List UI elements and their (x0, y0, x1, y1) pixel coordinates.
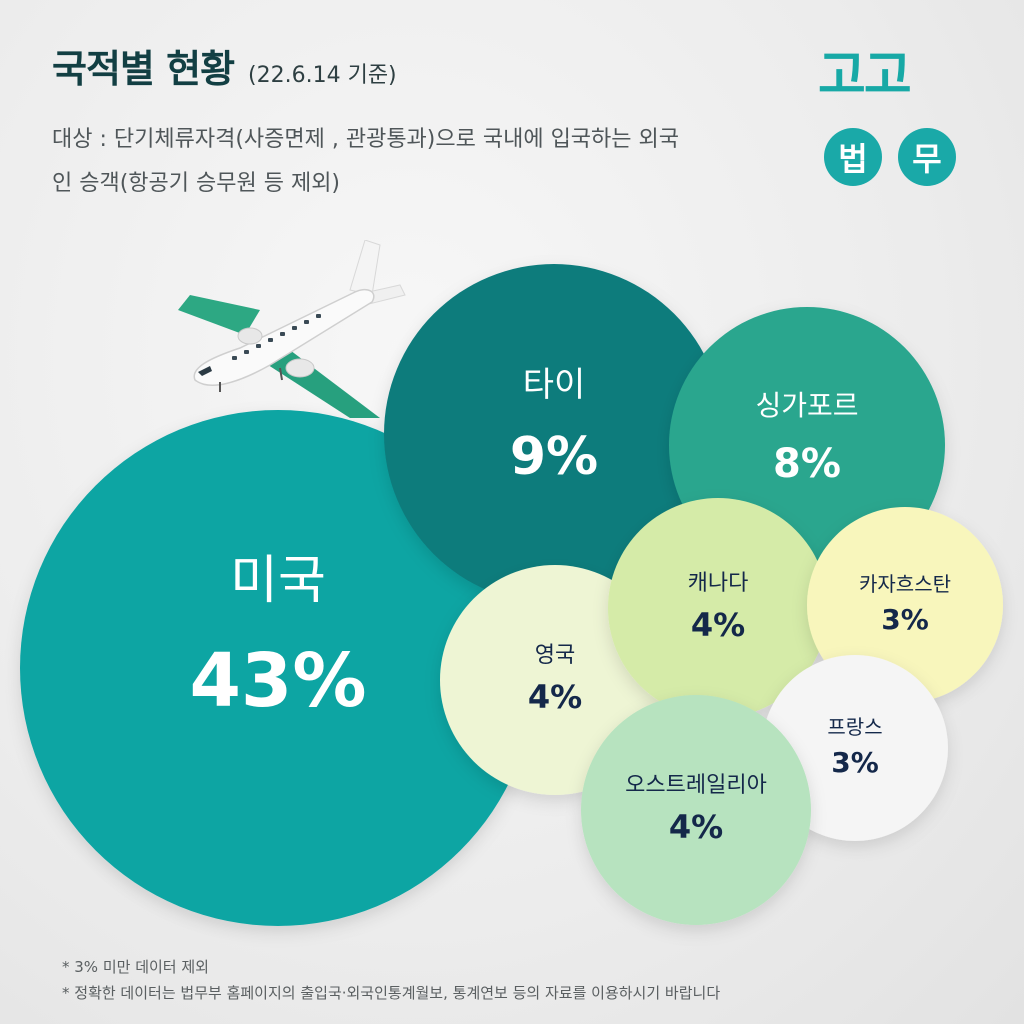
bubble-label-7: 카자흐스탄 (859, 572, 951, 596)
bubble-label-8: 프랑스 (827, 715, 882, 739)
bubble-label-6: 오스트레일리아 (625, 773, 767, 798)
bubble-value-3: 8% (773, 441, 841, 487)
page-subtitle: 대상 : 단기체류자격(사증면제 , 관광통과)으로 국내에 입국하는 외국인 … (52, 127, 680, 196)
logo-circle-right: 무 (898, 128, 956, 186)
bubble-label-1: 미국 (230, 551, 326, 611)
bubble-value-1: 43% (189, 638, 366, 724)
title-row: 국적별 현황 (22.6.14 기준) (52, 38, 397, 93)
bubble-label-2: 타이 (523, 365, 586, 405)
bubble-label-3: 싱가포르 (755, 389, 858, 422)
logo-circle-left: 법 (824, 128, 882, 186)
bubble-value-7: 3% (881, 603, 929, 636)
page-title: 국적별 현황 (52, 47, 235, 91)
bubble-1 (20, 410, 536, 926)
bubble-value-4: 4% (691, 606, 745, 644)
bubble-2 (384, 264, 724, 604)
bubble-label-4: 캐나다 (688, 571, 749, 596)
footnote-2: * 정확한 데이터는 법무부 홈페이지의 출입국·외국인통계월보, 통계연보 등… (62, 984, 721, 1002)
bubble-value-6: 4% (669, 808, 723, 846)
airplane-icon (178, 240, 406, 418)
header: 국적별 현황 (22.6.14 기준) (52, 38, 397, 93)
logo: 고고 법 무 (818, 46, 968, 194)
bubble-7 (807, 507, 1003, 703)
reference-date: (22.6.14 기준) (248, 63, 397, 88)
bubble-4 (608, 498, 828, 718)
bubble-value-8: 3% (831, 746, 879, 779)
logo-text-top: 고고 (818, 46, 912, 106)
bubble-value-5: 4% (528, 678, 582, 716)
bubble-value-2: 9% (510, 427, 598, 487)
bubble-6 (581, 695, 811, 925)
footnotes: * 3% 미만 데이터 제외 * 정확한 데이터는 법무부 홈페이지의 출입국·… (62, 954, 720, 1006)
footnote-1: * 3% 미만 데이터 제외 (62, 958, 209, 976)
bubble-label-5: 영국 (535, 643, 575, 668)
